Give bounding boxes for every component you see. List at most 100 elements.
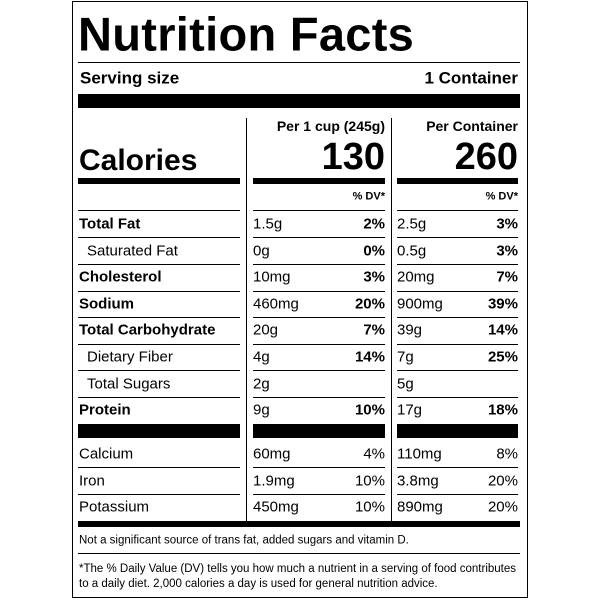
thin-rule [78,210,240,211]
daily-value: 20% [354,295,385,313]
thin-rule [397,370,518,372]
column-header: Per Container [426,118,518,134]
column-divider [246,118,247,522]
daily-value: 20% [487,498,518,516]
thin-rule [253,263,385,265]
amount: 60mg [253,445,291,463]
amount: 0.5g [397,242,427,260]
thick-rule [253,424,385,438]
amount: 7g [397,348,414,366]
thin-rule [253,317,385,319]
title: Nutrition Facts [78,7,415,61]
amount: 9g [253,401,270,419]
daily-value: 3% [363,268,385,286]
mineral-name: Iron [79,472,105,490]
mineral-name: Calcium [79,445,134,463]
thick-rule [253,178,385,184]
thin-rule [78,237,240,239]
calories-label: Calories [79,144,198,177]
footnote: *The % Daily Value (DV) tells you how mu… [79,563,516,590]
daily-value: 14% [487,321,518,339]
daily-value: 7% [363,321,385,339]
daily-value: 4% [363,445,385,463]
footnote: Not a significant source of trans fat, a… [79,534,409,547]
daily-value: 10% [354,472,385,490]
daily-value: 10% [354,401,385,419]
column-header: Per 1 cup (245g) [276,118,385,134]
thin-rule [78,343,240,345]
thick-rule [397,178,518,184]
thin-rule [253,396,385,398]
amount: 39g [397,321,423,339]
thin-rule [78,493,240,495]
amount: 4g [253,348,270,366]
amount: 1.9mg [253,472,295,490]
daily-value: 8% [496,445,518,463]
daily-value: 3% [496,242,518,260]
nutrient-name: Dietary Fiber [87,348,173,366]
thick-rule [78,178,240,184]
thin-rule [78,467,240,469]
daily-value: 14% [354,348,385,366]
amount: 900mg [397,295,443,313]
nutrient-name: Protein [79,401,131,419]
amount: 460mg [253,295,299,313]
thin-rule [253,370,385,372]
amount: 3.8mg [397,472,439,490]
thin-rule [253,493,385,495]
thin-rule [78,263,240,265]
amount: 890mg [397,498,443,516]
amount: 5g [397,375,414,393]
amount: 20g [253,321,279,339]
thin-rule [253,290,385,292]
daily-value: 7% [496,268,518,286]
amount: 0g [253,242,270,260]
thick-rule [78,424,240,438]
daily-value: 10% [354,498,385,516]
thin-rule [397,210,518,211]
amount: 110mg [397,445,442,463]
amount: 2g [253,375,270,393]
amount: 17g [397,401,423,419]
daily-value: 25% [487,348,518,366]
thin-rule [78,62,520,63]
thin-rule [78,317,240,319]
thin-rule [397,343,518,345]
nutrient-name: Total Sugars [87,375,171,393]
amount: 2.5g [397,215,427,233]
thick-rule [78,94,520,108]
nutrient-name: Total Fat [79,215,141,233]
nutrient-name: Sodium [79,295,134,313]
thin-rule [397,493,518,495]
thin-rule [253,210,385,211]
column-divider [391,118,392,522]
thin-rule [397,317,518,319]
thin-rule [78,290,240,292]
daily-value: 2% [363,215,385,233]
nutrition-label [72,1,528,598]
thin-rule [397,396,518,398]
thin-rule [78,553,520,554]
amount: 10mg [253,268,291,286]
daily-value: 3% [496,215,518,233]
nutrient-name: Total Carbohydrate [79,321,216,339]
amount: 450mg [253,498,299,516]
thin-rule [253,467,385,469]
thick-rule [397,424,518,438]
thin-rule [397,263,518,265]
thin-rule [397,290,518,292]
thick-rule [78,521,520,527]
amount: 1.5g [253,215,283,233]
serving-value: 1 Container [424,68,518,88]
nutrient-name: Cholesterol [79,268,162,286]
thin-rule [78,396,240,398]
thin-rule [397,237,518,239]
calories-value: 130 [321,136,385,178]
mineral-name: Potassium [79,498,150,516]
thin-rule [78,370,240,372]
daily-value: 18% [487,401,518,419]
daily-value: 0% [363,242,385,260]
nutrient-name: Saturated Fat [87,242,178,260]
thin-rule [253,237,385,239]
serving-label: Serving size [80,68,180,88]
